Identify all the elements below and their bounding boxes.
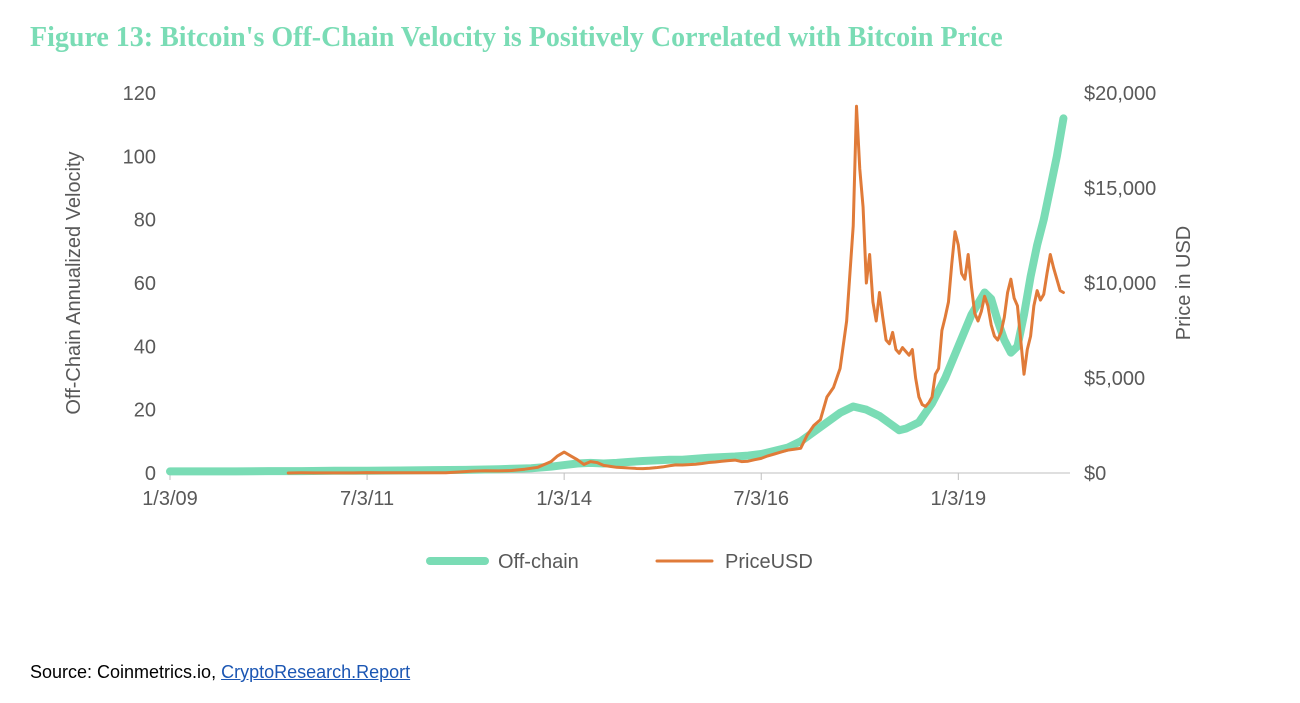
y-left-tick-label: 60 <box>134 273 156 295</box>
y-right-tick-label: $10,000 <box>1084 273 1156 295</box>
series-offchain <box>170 118 1063 471</box>
x-tick-label: 1/3/14 <box>536 488 592 510</box>
source-prefix: Source: Coinmetrics.io, <box>30 662 221 682</box>
y-left-tick-label: 20 <box>134 400 156 422</box>
y-left-tick-label: 120 <box>123 83 156 105</box>
series-priceusd <box>288 106 1063 473</box>
y-right-tick-label: $20,000 <box>1084 83 1156 105</box>
y-left-tick-label: 40 <box>134 336 156 358</box>
chart-container: 1/3/09 7/3/11 1/3/14 7/3/16 1/3/19 0 20 40 60 80 1… <box>30 73 1270 638</box>
x-tick-label: 7/3/16 <box>733 488 789 510</box>
x-tick-label: 7/3/11 <box>340 488 394 510</box>
source-line: Source: Coinmetrics.io, CryptoResearch.R… <box>30 662 1270 683</box>
chart-title: Figure 13: Bitcoin's Off-Chain Velocity … <box>30 20 1270 55</box>
x-tick-label: 1/3/19 <box>931 488 987 510</box>
source-link[interactable]: CryptoResearch.Report <box>221 662 410 682</box>
y-right-tick-label: $0 <box>1084 463 1106 485</box>
y-left-title: Off-Chain Annualized Velocity <box>63 151 85 414</box>
legend-label: PriceUSD <box>725 551 813 573</box>
legend-label: Off-chain <box>498 551 579 573</box>
y-right-title: Price in USD <box>1173 226 1195 340</box>
y-left-tick-label: 100 <box>123 146 156 168</box>
y-left-tick-label: 80 <box>134 210 156 232</box>
x-tick-label: 1/3/09 <box>142 488 198 510</box>
chart-svg: 1/3/09 7/3/11 1/3/14 7/3/16 1/3/19 0 20 40 60 80 1… <box>30 73 1270 633</box>
y-right-tick-label: $15,000 <box>1084 178 1156 200</box>
y-right-tick-label: $5,000 <box>1084 368 1145 390</box>
y-left-tick-label: 0 <box>145 463 156 485</box>
